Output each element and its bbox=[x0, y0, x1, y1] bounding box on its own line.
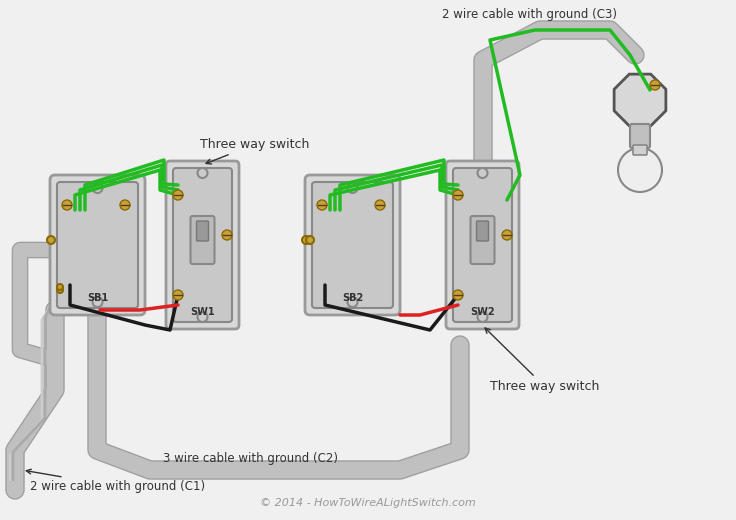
Text: SB2: SB2 bbox=[342, 293, 363, 303]
FancyBboxPatch shape bbox=[446, 161, 519, 329]
Circle shape bbox=[650, 80, 660, 90]
Text: Three way switch: Three way switch bbox=[200, 138, 309, 164]
Circle shape bbox=[302, 236, 310, 244]
Circle shape bbox=[375, 200, 385, 210]
FancyBboxPatch shape bbox=[630, 124, 650, 148]
Text: 2 wire cable with ground (C3): 2 wire cable with ground (C3) bbox=[442, 8, 618, 21]
Circle shape bbox=[47, 236, 55, 244]
FancyBboxPatch shape bbox=[50, 175, 145, 315]
Circle shape bbox=[93, 183, 102, 193]
Text: SB1: SB1 bbox=[87, 293, 108, 303]
Circle shape bbox=[453, 290, 463, 300]
Circle shape bbox=[618, 148, 662, 192]
FancyBboxPatch shape bbox=[470, 216, 495, 264]
Text: 2 wire cable with ground (C1): 2 wire cable with ground (C1) bbox=[26, 469, 205, 493]
Circle shape bbox=[306, 236, 314, 244]
FancyBboxPatch shape bbox=[633, 145, 647, 155]
Circle shape bbox=[197, 168, 208, 178]
Circle shape bbox=[347, 297, 358, 307]
FancyBboxPatch shape bbox=[57, 182, 138, 308]
Circle shape bbox=[478, 312, 487, 322]
FancyBboxPatch shape bbox=[453, 168, 512, 322]
FancyBboxPatch shape bbox=[191, 216, 214, 264]
Text: © 2014 - HowToWireALightSwitch.com: © 2014 - HowToWireALightSwitch.com bbox=[260, 498, 476, 508]
Circle shape bbox=[173, 190, 183, 200]
Circle shape bbox=[478, 168, 487, 178]
Circle shape bbox=[222, 230, 232, 240]
FancyBboxPatch shape bbox=[173, 168, 232, 322]
Circle shape bbox=[173, 290, 183, 300]
Circle shape bbox=[57, 287, 63, 293]
Text: Three way switch: Three way switch bbox=[485, 328, 599, 393]
Circle shape bbox=[93, 297, 102, 307]
Circle shape bbox=[197, 312, 208, 322]
Circle shape bbox=[57, 284, 63, 290]
Text: SW1: SW1 bbox=[190, 307, 215, 317]
Circle shape bbox=[62, 200, 72, 210]
FancyBboxPatch shape bbox=[166, 161, 239, 329]
Text: SW2: SW2 bbox=[470, 307, 495, 317]
FancyBboxPatch shape bbox=[305, 175, 400, 315]
Circle shape bbox=[453, 190, 463, 200]
Polygon shape bbox=[614, 74, 666, 126]
Circle shape bbox=[347, 183, 358, 193]
FancyBboxPatch shape bbox=[197, 221, 208, 241]
FancyBboxPatch shape bbox=[312, 182, 393, 308]
FancyBboxPatch shape bbox=[476, 221, 489, 241]
Circle shape bbox=[317, 200, 327, 210]
Text: 3 wire cable with ground (C2): 3 wire cable with ground (C2) bbox=[163, 452, 338, 465]
Circle shape bbox=[502, 230, 512, 240]
Circle shape bbox=[120, 200, 130, 210]
